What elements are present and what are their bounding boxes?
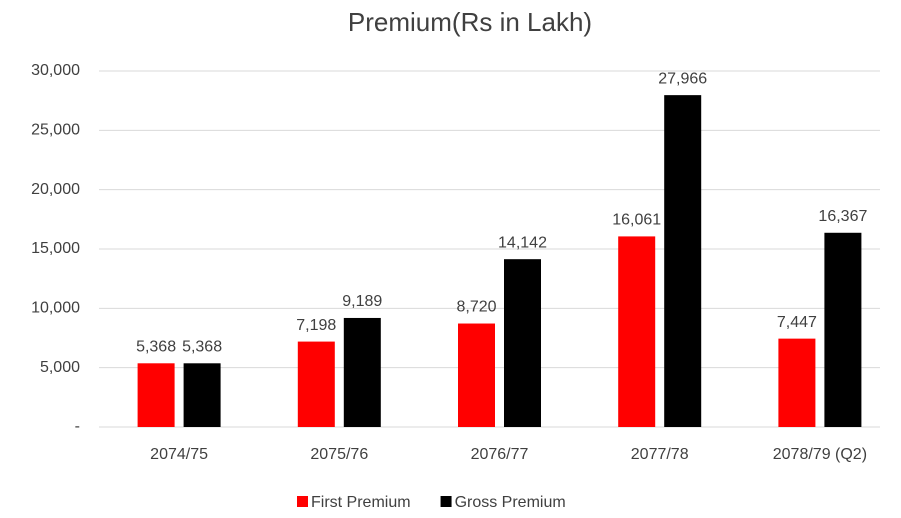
value-label: 16,061: [612, 212, 661, 229]
legend-swatch: [440, 496, 452, 507]
x-tick-label: 2076/77: [471, 446, 529, 463]
value-label: 5,368: [182, 339, 222, 356]
y-tick-label: 20,000: [31, 181, 80, 198]
bar: [137, 363, 175, 427]
x-tick-label: 2077/78: [631, 446, 689, 463]
y-tick-label: 5,000: [40, 359, 80, 376]
x-tick-label: 2078/79 (Q2): [773, 446, 867, 463]
bar: [183, 363, 221, 427]
x-tick-label: 2075/76: [310, 446, 368, 463]
value-label: 9,189: [342, 293, 382, 310]
value-label: 8,720: [456, 299, 496, 316]
bar: [664, 95, 702, 427]
chart-title: Premium(Rs in Lakh): [348, 7, 592, 37]
bar: [824, 232, 862, 427]
bar: [343, 317, 381, 427]
value-label: 5,368: [136, 339, 176, 356]
x-tick-label: 2074/75: [150, 446, 208, 463]
y-tick-label: 15,000: [31, 240, 80, 257]
legend-label: First Premium: [311, 494, 411, 511]
bar: [297, 341, 335, 427]
y-tick-label: -: [75, 418, 80, 435]
y-tick-label: 25,000: [31, 122, 80, 139]
value-label: 7,447: [777, 314, 817, 331]
legend-label: Gross Premium: [455, 494, 566, 511]
value-label: 7,198: [296, 317, 336, 334]
bar: [778, 338, 816, 427]
legend-swatch: [297, 496, 308, 507]
value-label: 27,966: [658, 70, 707, 87]
y-tick-label: 10,000: [31, 300, 80, 317]
value-label: 16,367: [818, 208, 867, 225]
value-label: 14,142: [498, 234, 547, 251]
y-tick-label: 30,000: [31, 62, 80, 79]
bar: [618, 236, 656, 427]
bar: [504, 259, 541, 427]
bar: [458, 323, 495, 427]
